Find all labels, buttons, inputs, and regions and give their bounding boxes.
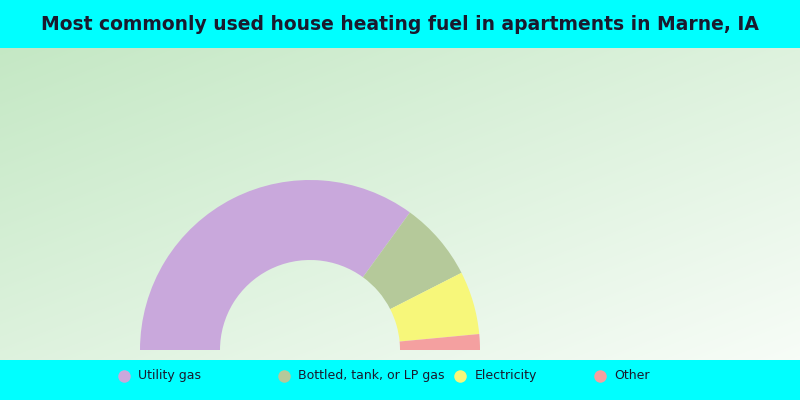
Text: Bottled, tank, or LP gas: Bottled, tank, or LP gas [298,369,445,382]
Wedge shape [140,180,410,350]
Wedge shape [390,273,479,342]
Text: Utility gas: Utility gas [138,369,202,382]
Text: Electricity: Electricity [474,369,537,382]
Text: Most commonly used house heating fuel in apartments in Marne, IA: Most commonly used house heating fuel in… [41,14,759,34]
Wedge shape [400,334,480,350]
Wedge shape [363,212,462,309]
Text: Other: Other [614,369,650,382]
